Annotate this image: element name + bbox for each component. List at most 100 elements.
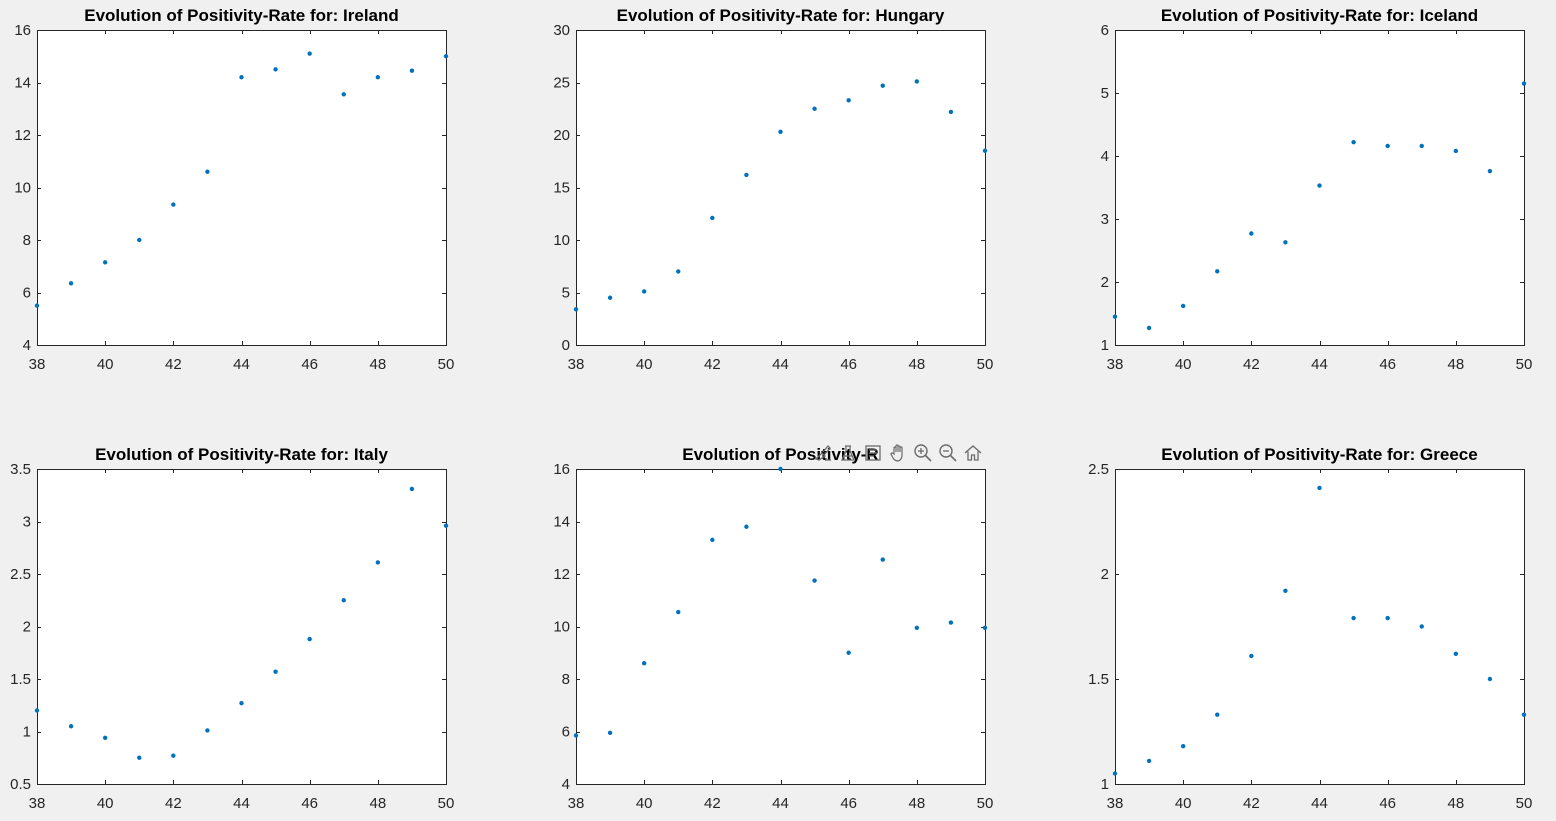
data-point (68, 724, 74, 729)
x-tick-label: 50 (977, 356, 994, 373)
y-tick-label: 30 (553, 22, 570, 39)
data-point (676, 269, 681, 274)
axes-box[interactable] (37, 30, 447, 346)
y-tick-label: 15 (553, 180, 570, 197)
data-point (1283, 240, 1288, 245)
y-tick-label: 25 (553, 75, 570, 92)
data-point (880, 557, 885, 562)
zoom-in-button[interactable] (912, 442, 933, 464)
data-point (1385, 143, 1390, 149)
x-tick-label: 50 (438, 356, 455, 373)
y-tick-label: 12 (553, 566, 570, 583)
zoom-out-icon (938, 444, 957, 462)
data-point (982, 148, 988, 153)
data-point (1317, 485, 1322, 491)
data-point (812, 578, 817, 583)
data-point (1419, 143, 1424, 149)
y-tick-label: 1 (23, 724, 31, 741)
x-tick-label: 48 (369, 356, 386, 373)
data-point (409, 486, 415, 492)
data-point (341, 92, 346, 97)
data-point (880, 83, 885, 88)
data-point (1351, 139, 1356, 145)
y-tick-label: 1.5 (1088, 671, 1109, 688)
y-tick-label: 8 (23, 232, 31, 249)
pan-button[interactable] (887, 442, 908, 464)
y-tick-label: 1 (1101, 776, 1109, 793)
x-tick-label: 42 (165, 795, 182, 812)
x-tick-label: 48 (1447, 356, 1464, 373)
y-tick-label: 3 (23, 514, 31, 531)
data-point (710, 215, 715, 221)
subplot-4: Evolution of Positivity-Rate for: Italy 3… (10, 445, 454, 812)
data-tips-button[interactable] (837, 442, 858, 464)
axes-box[interactable] (576, 30, 986, 346)
data-point (914, 79, 920, 84)
data-point (375, 75, 381, 80)
x-tick-label: 50 (977, 795, 994, 812)
y-tick-label: 20 (553, 127, 570, 144)
x-tick-label: 38 (568, 356, 585, 373)
data-point (846, 650, 851, 655)
x-tick-label: 44 (1311, 795, 1328, 812)
y-tick-label: 5 (562, 285, 570, 302)
y-tick-label: 10 (14, 180, 31, 197)
y-tick-label: 8 (562, 671, 570, 688)
x-tick-label: 46 (840, 795, 857, 812)
x-tick-label: 46 (840, 356, 857, 373)
data-point (1112, 314, 1118, 319)
brush-button[interactable] (812, 442, 833, 464)
data-point (1419, 624, 1424, 629)
data-point (1215, 269, 1220, 274)
data-point (607, 730, 613, 736)
data-point (1487, 676, 1493, 682)
data-point (948, 620, 954, 625)
axes-box[interactable] (37, 469, 447, 785)
x-tick-label: 46 (301, 795, 318, 812)
legend-button[interactable] (862, 442, 883, 464)
data-point (341, 598, 346, 603)
y-tick-label: 6 (1101, 22, 1109, 39)
y-tick-label: 6 (562, 724, 570, 741)
x-tick-label: 44 (772, 356, 789, 373)
y-tick-label: 4 (1101, 148, 1109, 165)
brush-icon (814, 445, 831, 461)
data-point (710, 537, 715, 543)
data-point (676, 609, 681, 615)
data-point (1283, 588, 1288, 593)
axes-box[interactable] (1115, 469, 1525, 785)
y-tick-label: 0 (562, 337, 570, 354)
x-tick-label: 38 (568, 795, 585, 812)
data-point (443, 523, 449, 528)
data-point (1385, 615, 1390, 621)
data-point (1521, 712, 1527, 717)
data-point (744, 524, 749, 529)
x-tick-label: 48 (1447, 795, 1464, 812)
data-point (1180, 303, 1186, 309)
chart-title: Evolution of Positivity-R (682, 445, 878, 464)
y-tick-label: 2 (1101, 274, 1109, 291)
restore-view-button[interactable] (962, 442, 983, 464)
data-point (68, 281, 74, 286)
y-tick-label: 16 (553, 461, 570, 478)
y-tick-label: 2 (1101, 566, 1109, 583)
data-point (375, 560, 381, 565)
y-tick-label: 10 (553, 232, 570, 249)
subplot-2: Evolution of Positivity-Rate for: Hungar… (553, 6, 993, 373)
data-point (1487, 168, 1493, 174)
data-point (34, 708, 40, 713)
y-tick-label: 14 (553, 514, 570, 531)
data-point (914, 625, 920, 631)
axes-toolbar (812, 442, 983, 464)
axes-box[interactable] (1115, 30, 1525, 346)
data-point (1249, 653, 1254, 659)
zoom-out-button[interactable] (937, 442, 958, 464)
y-tick-label: 2.5 (1088, 461, 1109, 478)
subplots-layer: Evolution of Positivity-Rate for: Irelan… (10, 6, 1532, 812)
data-point (607, 295, 613, 300)
y-tick-label: 3.5 (10, 461, 31, 478)
x-tick-label: 50 (1516, 795, 1533, 812)
data-point (239, 75, 244, 80)
chart-title: Evolution of Positivity-Rate for: Irelan… (84, 6, 399, 25)
axes-box[interactable] (576, 469, 986, 785)
